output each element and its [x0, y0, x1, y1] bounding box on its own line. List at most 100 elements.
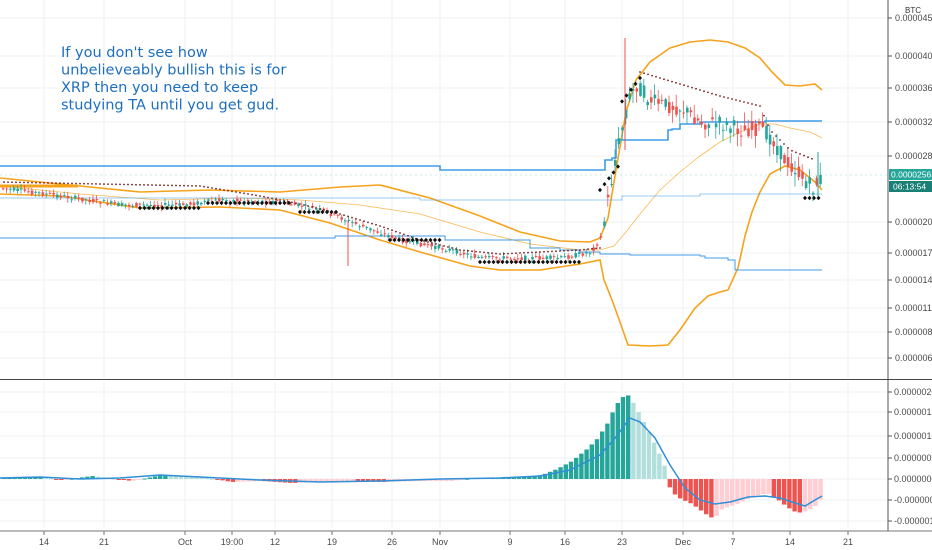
sar-dot [527, 251, 529, 254]
annotation-text: If you don't see how unbelieveably bullis… [61, 45, 286, 114]
candle-body [398, 237, 401, 239]
sar-dot [695, 87, 697, 90]
sar-dot [487, 251, 489, 254]
sar-dot [543, 250, 545, 253]
signal-diamond [237, 200, 242, 206]
signal-diamond [397, 237, 401, 243]
sar-dot [7, 181, 9, 184]
histogram-bar [314, 479, 319, 483]
sar-dot [575, 249, 577, 252]
sar-dot [539, 251, 541, 253]
sar-dot [703, 90, 705, 93]
candle-body [41, 192, 45, 196]
annotation-line: studying TA until you get gud. [61, 98, 279, 114]
candle-body [653, 94, 657, 99]
sar-dot [243, 192, 245, 195]
histogram-bar [698, 479, 704, 511]
sar-dot [39, 181, 41, 184]
grid [0, 0, 888, 528]
candle-body [714, 123, 718, 128]
signal-diamond [187, 205, 192, 211]
histogram-bar [548, 471, 553, 479]
sar-dot [267, 196, 269, 199]
sar-dot [675, 81, 677, 84]
histogram-bar [168, 475, 173, 479]
sar-dot [399, 232, 401, 234]
sar-dot [103, 183, 105, 185]
candle-body [362, 224, 365, 227]
candle-body [221, 198, 225, 201]
sar-dot [299, 203, 301, 205]
signal-diamond [215, 200, 219, 206]
signal-diamond [138, 205, 142, 211]
candle-body [704, 124, 707, 130]
sar-dot [171, 184, 173, 187]
histogram-bar [813, 479, 818, 507]
candle-body [63, 195, 66, 197]
sar-dot [115, 183, 117, 186]
signal-diamond [156, 205, 160, 211]
sar-dot [343, 214, 345, 217]
candle-body [196, 201, 199, 205]
histogram-bar [631, 402, 636, 479]
histogram-bar [116, 479, 121, 480]
histogram-bar [797, 479, 802, 513]
histogram-bar [147, 477, 152, 479]
candle-body [570, 256, 574, 258]
signal-diamond [816, 195, 821, 201]
sar-dot [107, 183, 109, 186]
candle-body [347, 219, 351, 221]
sar-dot [323, 209, 325, 211]
sar-dot [263, 195, 265, 198]
signal-diamond [496, 259, 500, 265]
signal-diamond [433, 237, 437, 243]
sar-dot [651, 74, 653, 77]
candle-body [200, 202, 203, 205]
sar-dot [711, 92, 713, 95]
signal-diamond [478, 259, 482, 265]
histogram-bar [782, 479, 787, 505]
histogram-bar [771, 479, 776, 497]
sar-dot [139, 183, 141, 186]
sar-dot [479, 251, 481, 253]
signal-diamond [812, 195, 816, 201]
candle-body [772, 141, 775, 147]
histogram-bar [792, 479, 797, 512]
sar-dot [467, 249, 469, 252]
time-axis[interactable]: 14 21 Oct 19:00 12 19 26 Nov 9 16 23 Dec 7 14 21 [39, 531, 853, 547]
candle-body [315, 208, 318, 210]
candle-body [779, 146, 783, 160]
candle-body [808, 177, 811, 184]
sar-dot [35, 181, 37, 184]
candle-body [801, 171, 804, 179]
candle-body [819, 174, 822, 185]
sar-dot [159, 184, 161, 187]
signal-diamond [629, 87, 633, 92]
histogram-bar [709, 479, 714, 518]
time-tick-label: 26 [387, 537, 397, 547]
sar-dot [451, 247, 453, 249]
sar-dot [75, 182, 77, 185]
histogram-bar [558, 467, 563, 479]
sar-dot [763, 114, 765, 117]
candle-body [405, 239, 408, 244]
sar-dot [727, 97, 729, 99]
candle-body [131, 205, 135, 207]
histogram-bar [511, 477, 516, 479]
signal-diamond [410, 237, 415, 243]
candle-body [531, 256, 534, 260]
histogram-bar [28, 477, 33, 479]
sar-dot [807, 156, 809, 159]
candle-body [578, 252, 581, 255]
signal-diamond [273, 200, 278, 206]
candle-body [682, 112, 685, 114]
sar-dot [231, 190, 233, 193]
